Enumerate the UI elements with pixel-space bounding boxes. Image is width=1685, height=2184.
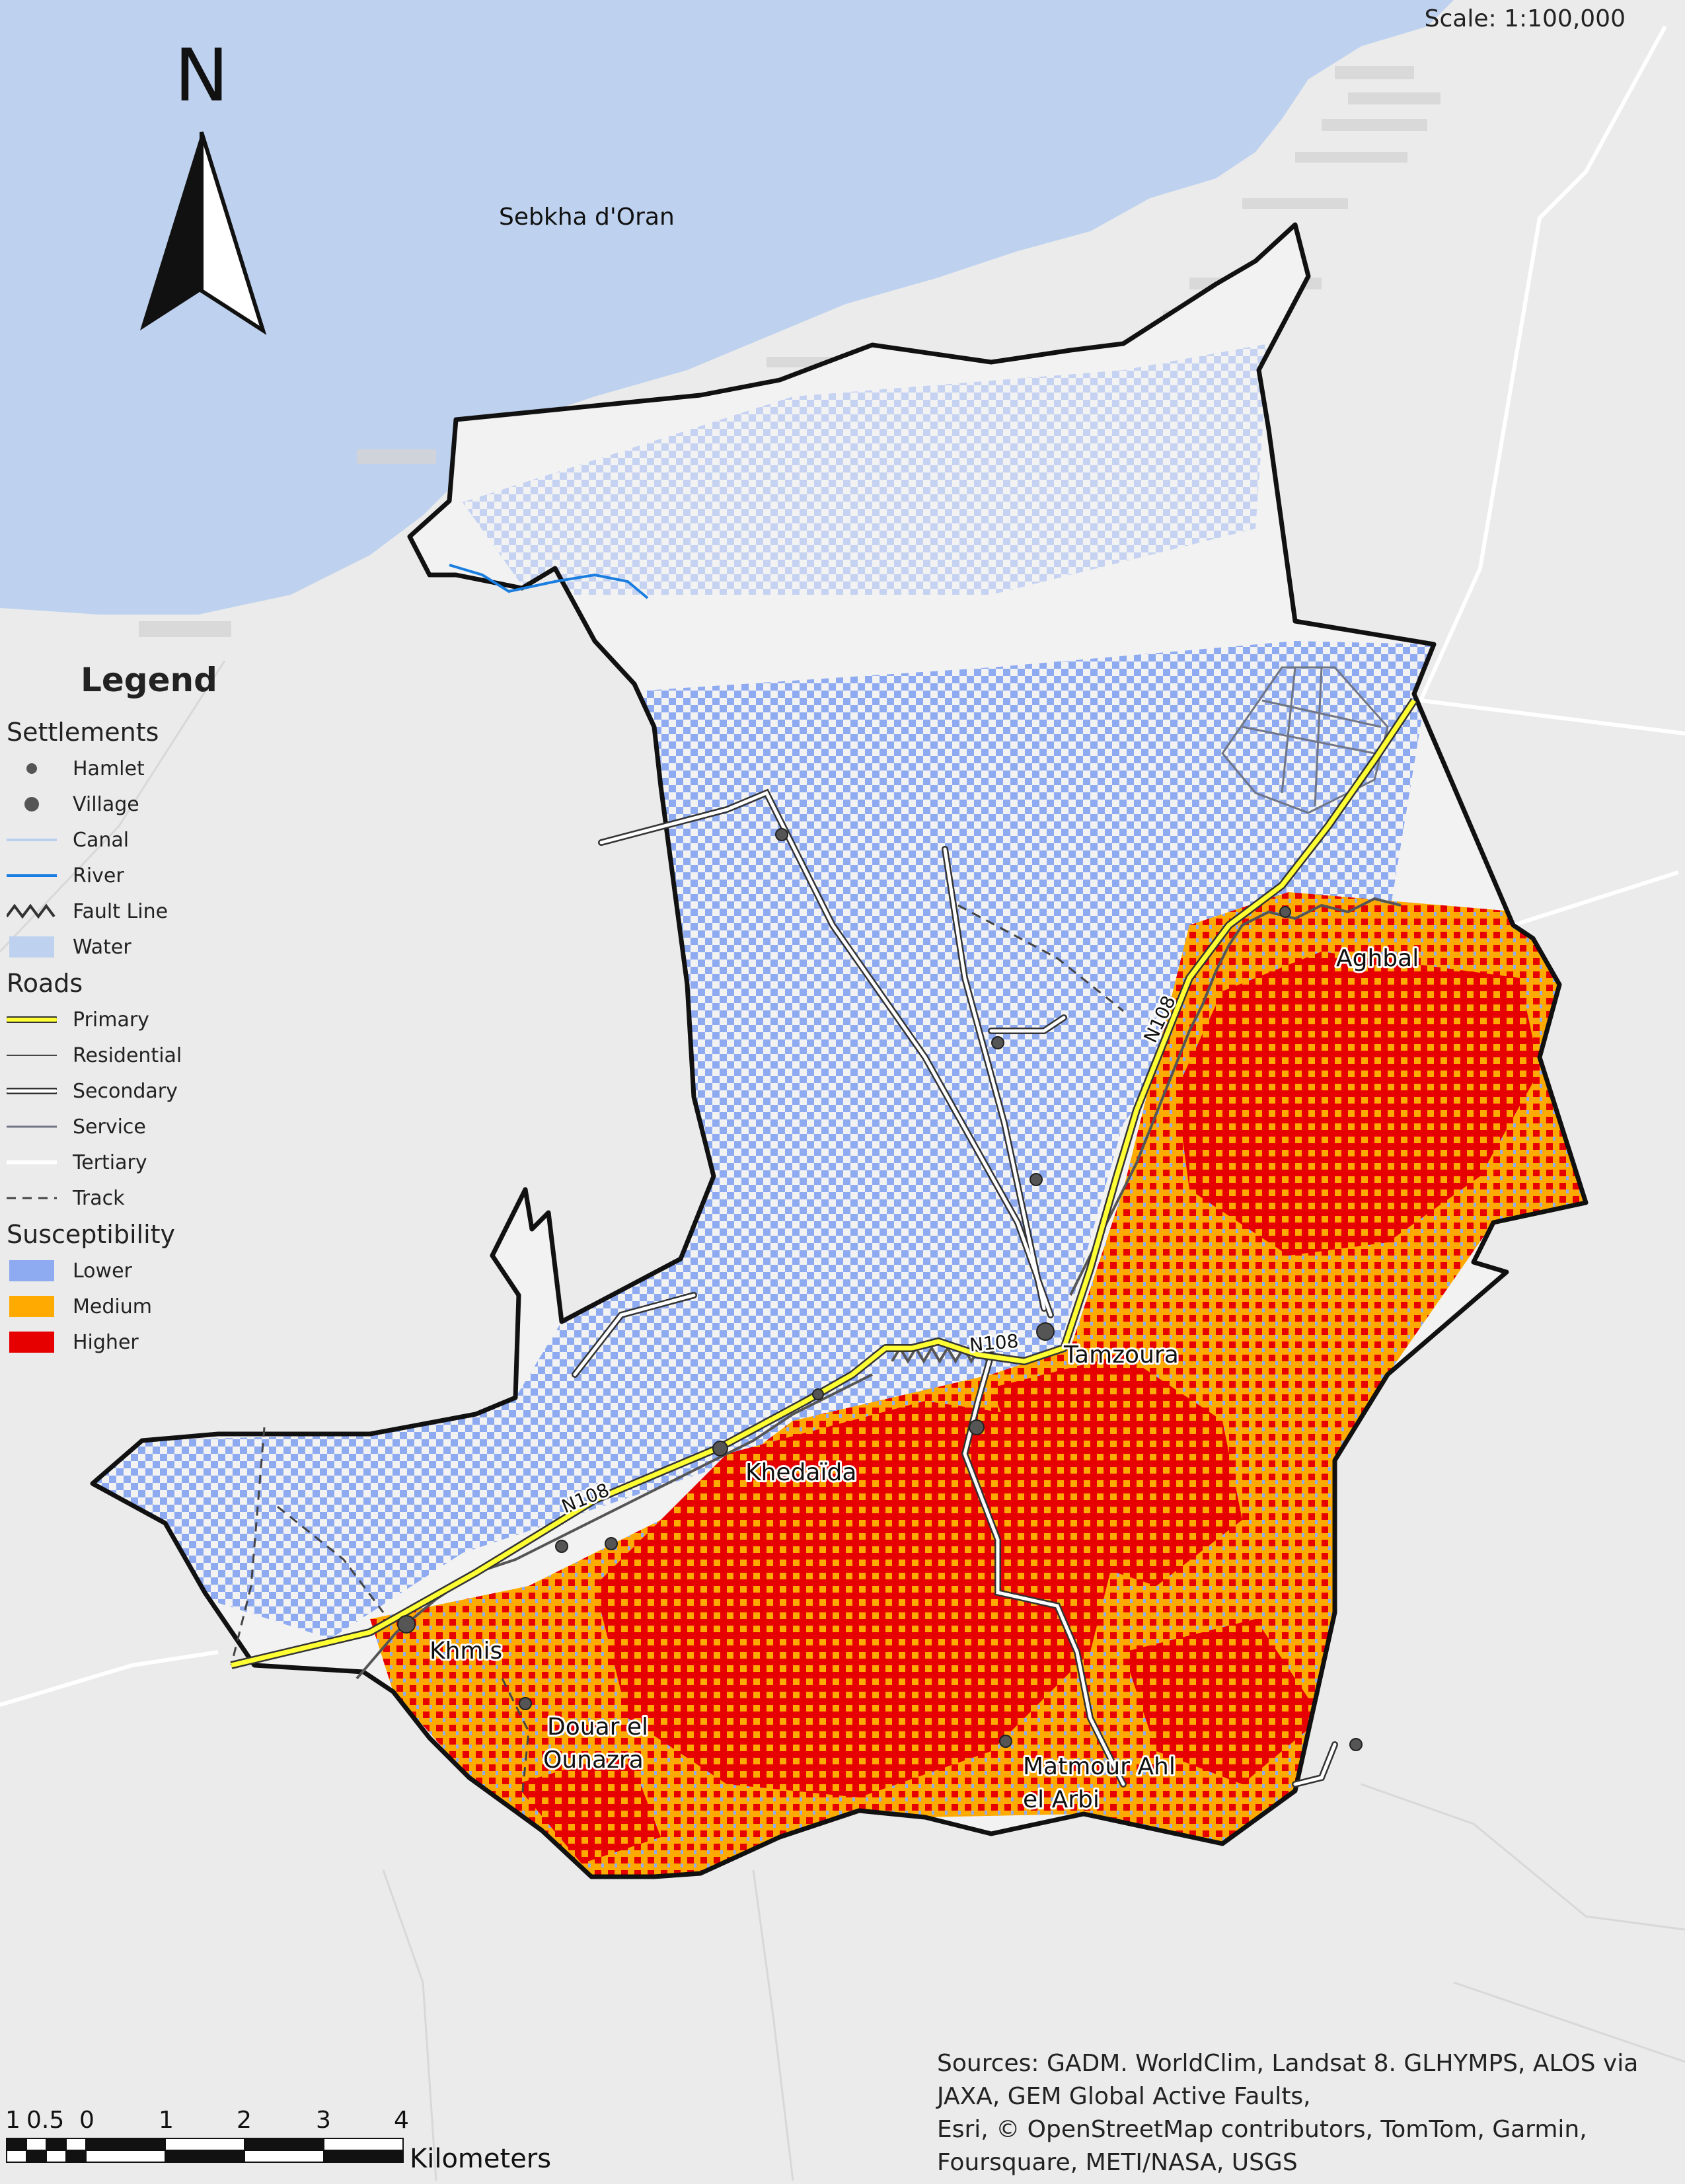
thin-gray-line-icon bbox=[7, 1042, 57, 1069]
scale-tick-3: 3 bbox=[316, 2107, 331, 2134]
hamlet-2 bbox=[991, 1036, 1004, 1049]
legend-item-water: Water bbox=[0, 929, 317, 965]
higher-zones bbox=[515, 952, 1540, 1864]
place-labels: Sebkha d'Oran Aghbal Tamzoura Khedaïda K… bbox=[428, 204, 1421, 1815]
exterior-tracks bbox=[0, 660, 1685, 2181]
north-label: N bbox=[174, 40, 229, 118]
label-douar-2: Ounazra bbox=[543, 1747, 644, 1774]
fault-line-east bbox=[1069, 897, 1402, 1296]
label-n108-center: N108 bbox=[969, 1330, 1020, 1356]
sources-line-1: Sources: GADM. WorldClim, Landsat 8. GLH… bbox=[937, 2050, 1639, 2077]
cased-white-line-icon bbox=[7, 1078, 57, 1104]
legend-item-secondary: Secondary bbox=[0, 1073, 317, 1109]
label-aghbal: Aghbal bbox=[1336, 945, 1419, 972]
scale-bar: 1 0.5 0 1 2 3 4 Kilometers bbox=[0, 2101, 595, 2181]
legend-item-higher: Higher bbox=[0, 1324, 317, 1360]
hamlet-1 bbox=[775, 828, 788, 841]
gray-line-icon bbox=[7, 1113, 57, 1140]
legend-item-lower: Lower bbox=[0, 1253, 317, 1289]
zigzag-line-icon bbox=[7, 898, 57, 924]
water-swatch-icon bbox=[7, 934, 57, 960]
scale-bar-ticks: 1 0.5 0 1 2 3 4 bbox=[5, 2107, 409, 2134]
hamlet-se bbox=[1349, 1738, 1363, 1751]
sources-credits: Sources: GADM. WorldClim, Landsat 8. GLH… bbox=[937, 2047, 1664, 2179]
scale-bar-segments bbox=[6, 2138, 404, 2163]
hamlet-5 bbox=[555, 1540, 568, 1553]
legend-item-tertiary: Tertiary bbox=[0, 1145, 317, 1180]
scale-tick-1: 1 bbox=[159, 2107, 174, 2134]
scale-ratio: Scale: 1:100,000 bbox=[1424, 5, 1626, 32]
label-douar-1: Douar el bbox=[547, 1713, 648, 1741]
secondary-roads-inner bbox=[573, 790, 1337, 1786]
exterior-roads bbox=[0, 25, 1685, 1707]
legend-title: Legend bbox=[81, 661, 217, 699]
scale-tick-0-5: 0.5 bbox=[26, 2107, 64, 2134]
label-tamzoura: Tamzoura bbox=[1063, 1341, 1179, 1369]
sources-line-4: Foursquare, METI/NASA, USGS bbox=[937, 2149, 1298, 2176]
lower-zone-north bbox=[463, 344, 1269, 595]
sources-line-2: JAXA, GEM Global Active Faults, bbox=[937, 2083, 1311, 2110]
north-arrow-left bbox=[140, 132, 202, 330]
yellow-line-icon bbox=[7, 1006, 57, 1033]
hamlet-aghbal bbox=[1279, 906, 1291, 918]
legend-item-primary: Primary bbox=[0, 1002, 317, 1037]
map-legend: Legend Settlements Hamlet Village Canal … bbox=[0, 661, 317, 1360]
legend-item-track: Track bbox=[0, 1180, 317, 1216]
legend-item-residential: Residential bbox=[0, 1037, 317, 1073]
settlements bbox=[397, 828, 1363, 1751]
legend-heading-settlements: Settlements bbox=[7, 718, 159, 747]
legend-item-service: Service bbox=[0, 1109, 317, 1145]
small-dot-icon bbox=[7, 755, 57, 782]
white-line-icon bbox=[7, 1149, 57, 1176]
hamlet-matmour bbox=[999, 1735, 1012, 1748]
scale-tick-4: 4 bbox=[394, 2107, 409, 2134]
legend-item-fault: Fault Line bbox=[0, 893, 317, 929]
river bbox=[449, 564, 649, 599]
scale-tick-1-left: 1 bbox=[5, 2107, 20, 2134]
light-blue-line-icon bbox=[7, 827, 57, 853]
legend-item-village: Village bbox=[0, 786, 317, 822]
study-area-boundary bbox=[90, 222, 1589, 1879]
hamlet-6 bbox=[605, 1537, 618, 1550]
legend-item-river: River bbox=[0, 858, 317, 893]
label-khmis: Khmis bbox=[430, 1638, 502, 1665]
legend-item-medium: Medium bbox=[0, 1289, 317, 1324]
label-khedaida: Khedaïda bbox=[745, 1459, 856, 1486]
higher-swatch-icon bbox=[7, 1329, 57, 1355]
village-south bbox=[969, 1419, 985, 1435]
sources-line-3: Esri, © OpenStreetMap contributors, TomT… bbox=[937, 2116, 1587, 2143]
lower-swatch-icon bbox=[7, 1258, 57, 1284]
legend-item-canal: Canal bbox=[0, 822, 317, 858]
village-khedaida bbox=[712, 1441, 728, 1456]
primary-road bbox=[231, 699, 1416, 1668]
medium-swatch-icon bbox=[7, 1293, 57, 1320]
north-arrow-right bbox=[200, 132, 267, 335]
hamlet-3 bbox=[1030, 1173, 1043, 1186]
label-matmour-1: Matmour Ahl bbox=[1023, 1753, 1176, 1780]
tracks bbox=[230, 904, 1124, 1798]
blue-line-icon bbox=[7, 862, 57, 889]
north-arrow: N bbox=[132, 33, 271, 344]
village-tamzoura bbox=[1036, 1322, 1055, 1341]
dashed-line-icon bbox=[7, 1185, 57, 1211]
scale-tick-2: 2 bbox=[237, 2107, 252, 2134]
legend-heading-roads: Roads bbox=[7, 969, 83, 998]
scale-unit: Kilometers bbox=[410, 2144, 551, 2174]
scale-tick-0: 0 bbox=[79, 2107, 94, 2134]
hamlet-4 bbox=[812, 1388, 824, 1400]
fault-line bbox=[891, 1345, 996, 1364]
legend-heading-susceptibility: Susceptibility bbox=[7, 1220, 176, 1249]
label-matmour-2: el Arbi bbox=[1023, 1786, 1100, 1813]
legend-item-hamlet: Hamlet bbox=[0, 751, 317, 786]
village-khmis bbox=[397, 1615, 416, 1634]
label-sebkha: Sebkha d'Oran bbox=[499, 204, 675, 231]
hamlet-douar bbox=[519, 1697, 532, 1710]
lower-zone bbox=[93, 641, 1434, 1639]
large-dot-icon bbox=[7, 791, 57, 817]
